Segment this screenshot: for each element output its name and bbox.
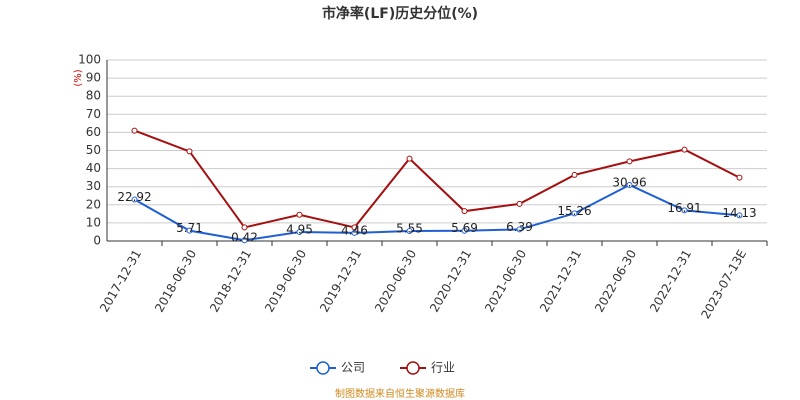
- data-label: 14.13: [722, 206, 756, 220]
- x-tick-label: 2018-12-31: [207, 247, 254, 314]
- legend-marker: [406, 361, 420, 375]
- data-label: 5.69: [451, 221, 478, 235]
- y-tick-label: 40: [86, 161, 101, 175]
- data-label: 15.26: [557, 204, 591, 218]
- point: [571, 171, 578, 178]
- x-tick-label: 2019-12-31: [317, 247, 364, 314]
- y-axis-label: (%): [73, 69, 84, 86]
- point: [736, 174, 743, 181]
- x-tick-label: 2020-06-30: [372, 247, 419, 314]
- x-tick-label: 2023-07-13E: [698, 247, 749, 321]
- point: [406, 227, 413, 234]
- point: [681, 207, 688, 214]
- point: [626, 158, 633, 165]
- x-tick-label: 2022-06-30: [592, 247, 639, 314]
- source-note: 制图数据来自恒生聚源数据库: [335, 387, 465, 400]
- point: [516, 200, 523, 207]
- y-tick-label: 30: [86, 179, 101, 193]
- x-tick-label: 2022-12-31: [647, 247, 694, 314]
- data-label: 6.39: [506, 220, 533, 234]
- x-tick-label: 2021-06-30: [482, 247, 529, 314]
- legend-label: 行业: [431, 361, 455, 375]
- point: [736, 212, 743, 219]
- data-label: 5.55: [396, 221, 423, 235]
- series-line: [134, 183, 740, 242]
- point: [351, 229, 358, 236]
- y-tick-label: 20: [86, 197, 101, 211]
- point: [516, 226, 523, 233]
- data-label: 0.42: [231, 231, 258, 245]
- point: [131, 127, 138, 134]
- x-tick-label: 2020-12-31: [427, 247, 474, 314]
- legend-marker: [316, 361, 330, 375]
- data-label: 4.46: [341, 223, 368, 237]
- y-tick-label: 60: [86, 125, 101, 139]
- y-tick-label: 0: [93, 234, 101, 248]
- y-tick-label: 80: [86, 89, 101, 103]
- chart-title: 市净率(LF)历史分位(%): [322, 5, 478, 22]
- point: [461, 227, 468, 234]
- data-label: 4.95: [286, 223, 313, 237]
- data-label: 16.91: [667, 201, 701, 215]
- y-tick-label: 50: [86, 143, 101, 157]
- data-label: 30.96: [612, 175, 646, 189]
- point: [241, 224, 248, 231]
- point: [241, 237, 248, 244]
- point: [626, 181, 633, 188]
- point: [131, 196, 138, 203]
- series-line: [134, 129, 740, 229]
- x-tick-label: 2017-12-31: [97, 247, 144, 314]
- point: [406, 155, 413, 162]
- legend-label: 公司: [341, 361, 365, 375]
- data-label: 5.71: [176, 221, 203, 235]
- point: [186, 227, 193, 234]
- point: [681, 146, 688, 153]
- point: [186, 148, 193, 155]
- y-tick-label: 90: [86, 71, 101, 85]
- point: [571, 210, 578, 217]
- y-tick-label: 70: [86, 107, 101, 121]
- x-tick-label: 2019-06-30: [262, 247, 309, 314]
- x-tick-label: 2021-12-31: [537, 247, 584, 314]
- point: [461, 208, 468, 215]
- point: [296, 211, 303, 218]
- point: [296, 229, 303, 236]
- data-label: 22.92: [117, 190, 151, 204]
- point: [351, 224, 358, 231]
- y-tick-label: 100: [78, 53, 101, 67]
- x-tick-label: 2018-06-30: [152, 247, 199, 314]
- y-tick-label: 10: [86, 215, 101, 229]
